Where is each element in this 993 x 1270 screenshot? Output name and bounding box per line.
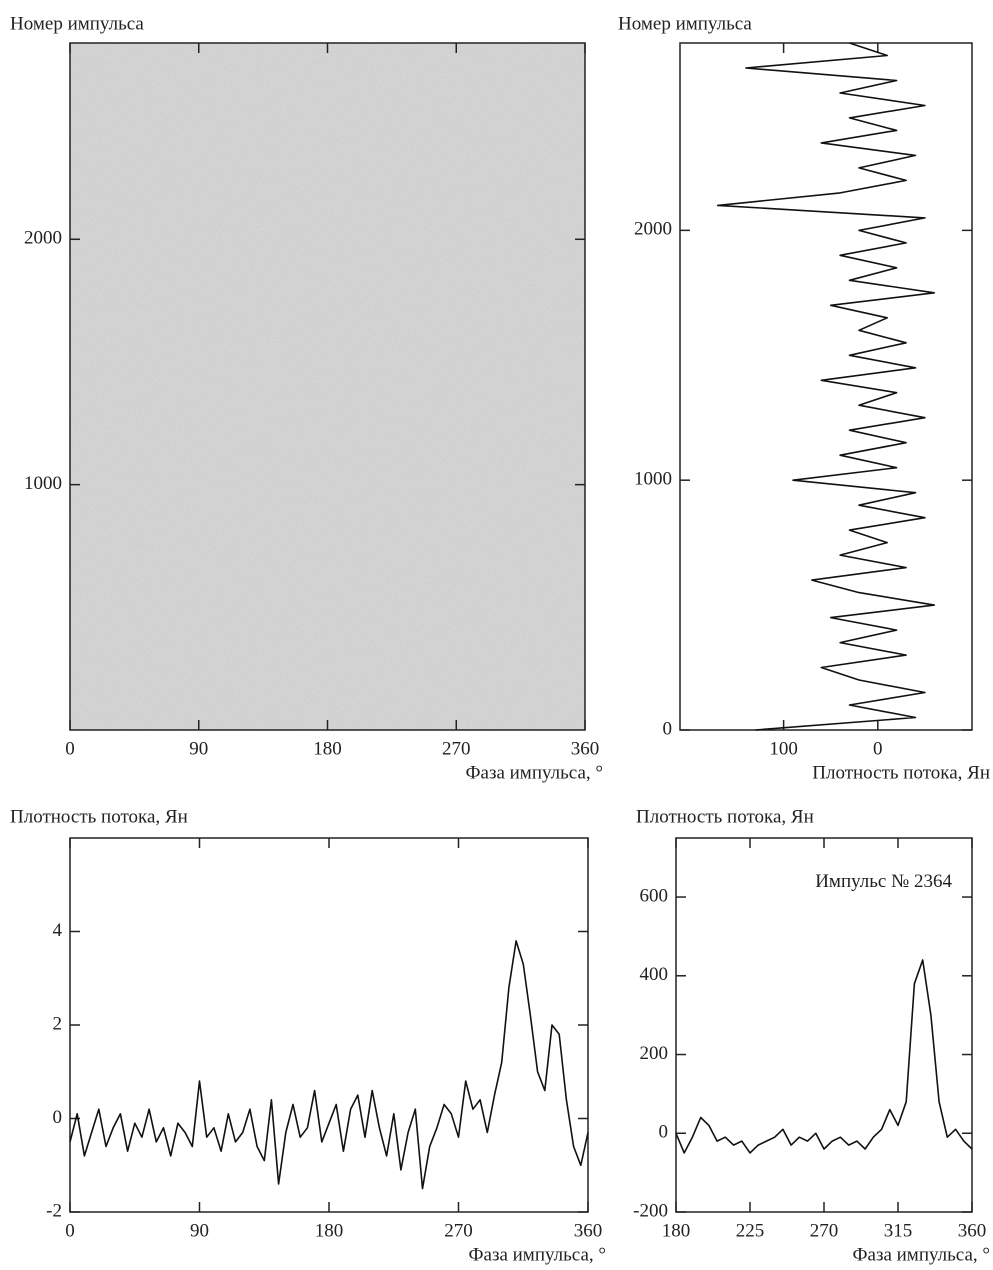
y-tick-label: 2 (53, 1013, 63, 1034)
x-tick-label: 100 (769, 738, 798, 759)
x-axis-label: Фаза импульса, ° (469, 1244, 607, 1265)
y-tick-label: -200 (633, 1200, 668, 1221)
x-tick-label: 270 (810, 1220, 839, 1241)
y-tick-label: 600 (640, 885, 669, 906)
data-line (675, 959, 973, 1154)
x-tick-label: 0 (65, 1220, 75, 1241)
x-tick-label: 180 (313, 738, 342, 759)
plot-frame (675, 837, 973, 1213)
plot-frame (679, 42, 973, 731)
x-tick-label: 270 (442, 738, 471, 759)
x-tick-label: 180 (662, 1220, 691, 1241)
y-tick-label: 4 (53, 920, 63, 941)
x-axis-label: Фаза импульса, ° (466, 762, 604, 783)
x-tick-label: 180 (315, 1220, 344, 1241)
y-tick-label: -2 (46, 1200, 62, 1221)
annotation: Импульс № 2364 (815, 871, 952, 892)
x-tick-label: 225 (736, 1220, 765, 1241)
data-line (69, 940, 589, 1190)
x-axis-label: Плотность потока, Ян (812, 762, 990, 783)
y-axis-label: Плотность потока, Ян (10, 806, 188, 827)
y-tick-label: 2000 (24, 228, 62, 249)
y-tick-label: 2000 (634, 219, 672, 240)
y-tick-label: 1000 (634, 469, 672, 490)
x-tick-label: 360 (958, 1220, 987, 1241)
x-tick-label: 360 (571, 738, 600, 759)
x-tick-label: 90 (189, 738, 208, 759)
x-tick-label: 0 (65, 738, 75, 759)
y-tick-label: 0 (663, 718, 673, 739)
x-tick-label: 315 (884, 1220, 913, 1241)
data-line (716, 42, 936, 731)
y-tick-label: 400 (640, 964, 669, 985)
y-tick-label: 0 (53, 1107, 63, 1128)
x-tick-label: 360 (574, 1220, 603, 1241)
x-tick-label: 270 (444, 1220, 473, 1241)
x-tick-label: 0 (873, 738, 883, 759)
y-axis-label: Номер импульса (10, 13, 144, 34)
y-tick-label: 200 (640, 1043, 669, 1064)
y-tick-label: 0 (659, 1122, 669, 1143)
x-axis-label: Фаза импульса, ° (853, 1244, 991, 1265)
y-axis-label: Плотность потока, Ян (636, 806, 814, 827)
y-tick-label: 1000 (24, 473, 62, 494)
pulse-stack-texture (70, 43, 585, 730)
x-tick-label: 90 (190, 1220, 209, 1241)
plot-frame (69, 837, 589, 1213)
y-axis-label: Номер импульса (618, 13, 752, 34)
